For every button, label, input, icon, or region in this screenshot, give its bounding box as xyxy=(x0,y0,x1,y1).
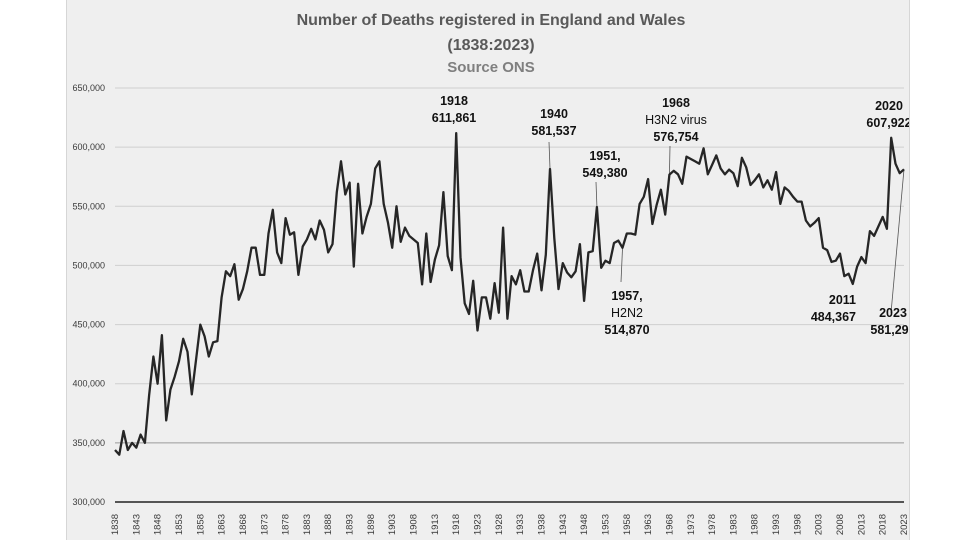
y-tick-label: 650,000 xyxy=(72,83,105,93)
annotation-leader-line xyxy=(548,141,551,169)
y-tick-label: 500,000 xyxy=(72,260,105,270)
gridlines xyxy=(115,87,904,503)
annotation-line: 611,861 xyxy=(432,111,477,125)
x-tick-label: 1933 xyxy=(515,514,526,535)
annotation-line: 514,870 xyxy=(604,323,649,337)
annotation-line: 2011 xyxy=(829,293,856,307)
annotation-line: 1951, xyxy=(589,149,620,163)
x-tick-label: 1873 xyxy=(259,514,270,535)
y-tick-label: 550,000 xyxy=(72,201,105,211)
x-tick-label: 1838 xyxy=(110,514,121,535)
x-tick-label: 1978 xyxy=(707,514,718,535)
annotation-line: 1968 xyxy=(662,96,690,110)
annotation-line: 576,754 xyxy=(653,130,698,144)
x-tick-label: 1868 xyxy=(238,514,249,535)
chart-title: Number of Deaths registered in England a… xyxy=(297,12,686,29)
series-group xyxy=(114,131,905,456)
x-tick-label: 2023 xyxy=(899,514,909,535)
annotation-label: 1957, H2N2 514,870 xyxy=(604,289,649,337)
x-tick-label: 1948 xyxy=(579,514,590,535)
x-tick-label: 1908 xyxy=(409,514,420,535)
x-axis-ticks: 1838 1843 1848 1853 1858 1863 1868 1873 1878 1883… xyxy=(110,514,909,535)
x-tick-label: 1903 xyxy=(387,514,398,535)
annotation-leader-line xyxy=(595,181,598,208)
annotation-label: 1951, 549,380 xyxy=(582,149,627,180)
x-tick-label: 2008 xyxy=(835,514,846,535)
x-tick-label: 1973 xyxy=(686,514,697,535)
x-tick-label: 1938 xyxy=(536,514,547,535)
x-tick-label: 1878 xyxy=(281,514,292,535)
x-tick-label: 1848 xyxy=(153,514,164,535)
x-tick-label: 1943 xyxy=(558,514,569,535)
x-tick-label: 1963 xyxy=(643,514,654,535)
annotation-label: 2011 484,367 xyxy=(811,293,856,324)
annotation-line: 581,298 xyxy=(870,323,909,337)
annotation-line: 1940 xyxy=(540,107,568,121)
x-tick-label: 1858 xyxy=(195,514,206,535)
annotation-line: 1918 xyxy=(440,94,468,108)
chart-source: Source ONS xyxy=(447,59,535,76)
annotation-line: 549,380 xyxy=(582,166,627,180)
x-tick-label: 1953 xyxy=(600,514,611,535)
y-tick-label: 600,000 xyxy=(72,142,105,152)
y-tick-label: 350,000 xyxy=(72,438,105,448)
annotation-line: 484,367 xyxy=(811,310,856,324)
x-tick-label: 2003 xyxy=(814,514,825,535)
x-tick-label: 1958 xyxy=(622,514,633,535)
annotation-leader-line xyxy=(669,145,671,175)
x-tick-label: 1983 xyxy=(728,514,739,535)
x-tick-label: 1888 xyxy=(323,514,334,535)
x-tick-label: 1913 xyxy=(430,514,441,535)
x-tick-label: 1928 xyxy=(494,514,505,535)
y-tick-label: 400,000 xyxy=(72,379,105,389)
x-tick-label: 1883 xyxy=(302,514,313,535)
annotations: 1918 611,861 1940 581,537 1951, 549,380 1957, H… xyxy=(432,94,909,337)
series-line xyxy=(114,131,905,456)
x-tick-label: 1998 xyxy=(792,514,803,535)
deaths-line-chart: Number of Deaths registered in England a… xyxy=(72,12,909,535)
annotation-leader-line xyxy=(890,169,905,314)
x-tick-label: 1988 xyxy=(750,514,761,535)
x-tick-label: 1893 xyxy=(345,514,356,535)
x-tick-label: 2018 xyxy=(878,514,889,535)
chart-frame: Number of Deaths registered in England a… xyxy=(66,0,910,540)
y-tick-label: 450,000 xyxy=(72,320,105,330)
annotation-line: H3N2 virus xyxy=(645,113,707,127)
x-tick-label: 1863 xyxy=(217,514,228,535)
y-axis-ticks: 300,000 350,000 400,000 450,000 500,000 550,0… xyxy=(72,83,105,507)
x-tick-label: 1993 xyxy=(771,514,782,535)
annotation-label: 1968 H3N2 virus 576,754 xyxy=(645,96,707,144)
y-tick-label: 300,000 xyxy=(72,497,105,507)
x-tick-label: 1918 xyxy=(451,514,462,535)
x-tick-label: 1843 xyxy=(131,514,142,535)
annotation-label: 1918 611,861 xyxy=(432,94,477,125)
annotation-label: 2023 581,298 xyxy=(870,306,909,337)
annotation-line: 2023 xyxy=(879,306,907,320)
annotation-label: 2020 607,922 xyxy=(866,99,909,130)
x-tick-label: 1923 xyxy=(473,514,484,535)
annotation-leader-line xyxy=(620,247,623,283)
annotation-leaders xyxy=(548,141,905,314)
annotation-line: 581,537 xyxy=(531,124,576,138)
chart-subtitle: (1838:2023) xyxy=(447,37,534,54)
annotation-label: 1940 581,537 xyxy=(531,107,576,138)
x-tick-label: 1853 xyxy=(174,514,185,535)
annotation-line: H2N2 xyxy=(611,306,643,320)
annotation-line: 2020 xyxy=(875,99,903,113)
x-tick-label: 1968 xyxy=(664,514,675,535)
x-tick-label: 1898 xyxy=(366,514,377,535)
x-tick-label: 2013 xyxy=(856,514,867,535)
annotation-line: 607,922 xyxy=(866,116,909,130)
annotation-line: 1957, xyxy=(611,289,642,303)
